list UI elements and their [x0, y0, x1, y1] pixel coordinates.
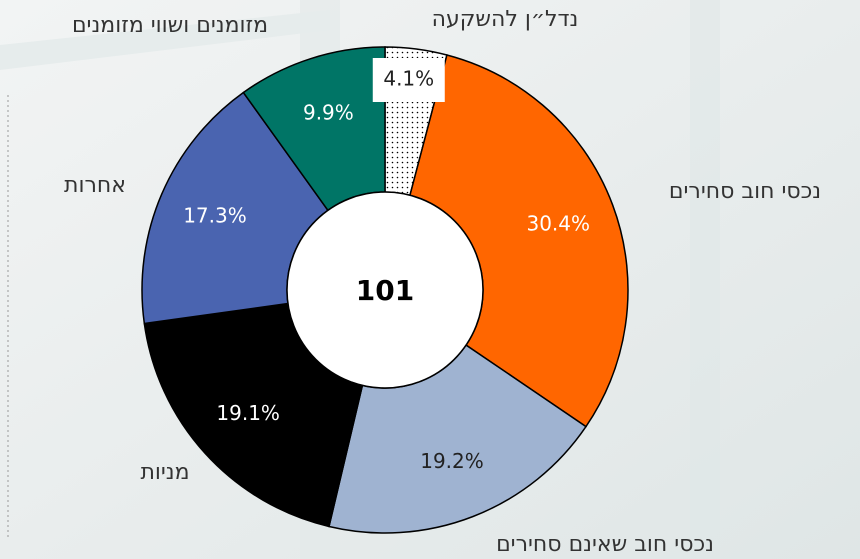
center-label: 101	[356, 274, 414, 307]
donut-hole	[286, 191, 484, 389]
value-label: 19.1%	[216, 401, 280, 425]
value-label: 17.3%	[183, 204, 247, 228]
category-label: נכסי חוב שאינם סחירים	[496, 532, 714, 557]
category-label: נדל״ן להשקעה	[432, 7, 579, 32]
value-label-box	[372, 58, 445, 102]
value-label: 30.4%	[526, 212, 590, 236]
background-beam	[0, 10, 330, 70]
value-label: 4.1%	[383, 67, 434, 91]
background-pillar	[690, 0, 720, 559]
category-label: מניות	[140, 460, 189, 485]
category-label: אחרות	[64, 173, 126, 198]
category-label: מזומנים ושווי מזומנים	[72, 13, 268, 38]
category-label: נכסי חוב סחירים	[669, 179, 821, 204]
value-label: 9.9%	[303, 100, 354, 124]
value-label: 19.2%	[420, 449, 484, 473]
